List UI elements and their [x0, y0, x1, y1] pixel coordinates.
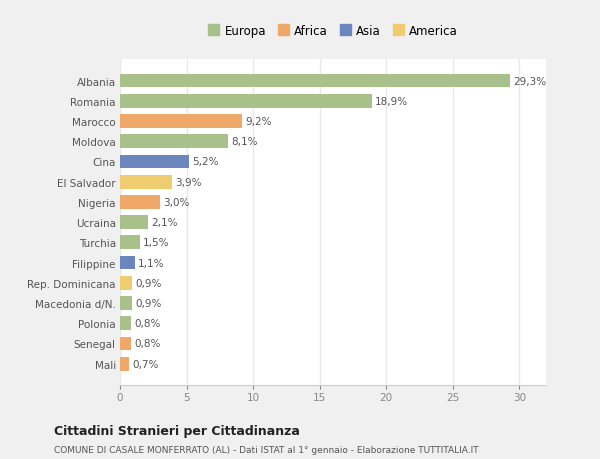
Text: 9,2%: 9,2% — [246, 117, 272, 127]
Bar — [120, 135, 228, 149]
Bar — [120, 357, 130, 371]
Bar — [120, 95, 371, 108]
Bar — [120, 297, 132, 310]
Text: 3,0%: 3,0% — [163, 197, 190, 207]
Text: 8,1%: 8,1% — [231, 137, 257, 147]
Text: 2,1%: 2,1% — [151, 218, 178, 228]
Text: 1,5%: 1,5% — [143, 238, 170, 248]
Text: 3,9%: 3,9% — [175, 177, 202, 187]
Text: 18,9%: 18,9% — [375, 96, 408, 106]
Text: 0,8%: 0,8% — [134, 319, 160, 329]
Bar — [120, 155, 189, 169]
Text: 0,9%: 0,9% — [136, 278, 161, 288]
Text: 0,9%: 0,9% — [136, 298, 161, 308]
Text: 1,1%: 1,1% — [138, 258, 164, 268]
Bar — [120, 337, 131, 351]
Bar — [120, 175, 172, 189]
Bar — [120, 196, 160, 209]
Text: 29,3%: 29,3% — [514, 76, 547, 86]
Bar — [120, 276, 132, 290]
Text: Cittadini Stranieri per Cittadinanza: Cittadini Stranieri per Cittadinanza — [54, 424, 300, 437]
Bar — [120, 216, 148, 230]
Text: 5,2%: 5,2% — [193, 157, 219, 167]
Text: 0,7%: 0,7% — [133, 359, 159, 369]
Bar — [120, 256, 134, 270]
Bar — [120, 74, 510, 88]
Bar — [120, 317, 131, 330]
Legend: Europa, Africa, Asia, America: Europa, Africa, Asia, America — [203, 20, 463, 42]
Bar — [120, 236, 140, 250]
Text: 0,8%: 0,8% — [134, 339, 160, 349]
Bar — [120, 115, 242, 129]
Text: COMUNE DI CASALE MONFERRATO (AL) - Dati ISTAT al 1° gennaio - Elaborazione TUTTI: COMUNE DI CASALE MONFERRATO (AL) - Dati … — [54, 445, 479, 454]
